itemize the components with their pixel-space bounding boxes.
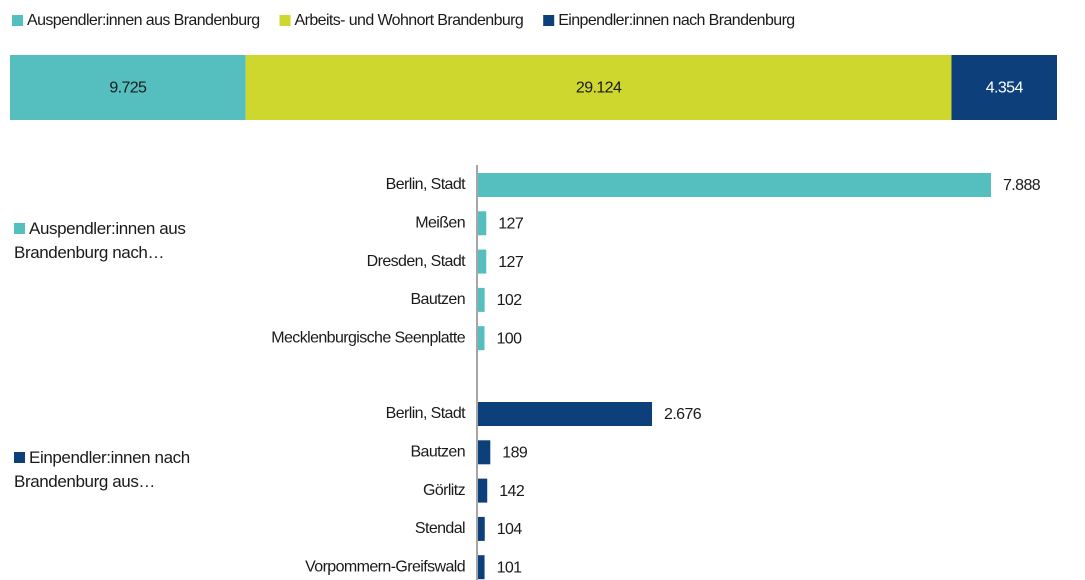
value-label: 9.725 [109,80,147,97]
category-label: Stendal [415,520,465,537]
category-label: Dresden, Stadt [367,253,466,270]
category-label: Mecklenburgische Seenplatte [271,329,465,346]
value-label: 102 [497,292,523,309]
legend-swatch [279,15,291,26]
legend-swatch [12,15,23,26]
category-label: Görlitz [423,482,466,499]
group-text: Auspendler:innen aus Brandenburg nach… [14,219,186,262]
bar [478,173,991,197]
value-label: 29.124 [576,80,622,97]
bar [478,211,487,236]
legend-swatch [543,15,555,26]
bar [478,516,485,541]
value-label: 100 [497,330,523,347]
group-label: Auspendler:innen aus Brandenburg nach… [14,217,209,265]
category-label: Meißen [415,215,465,232]
group-label: Einpendler:innen nach Brandenburg aus… [14,446,209,494]
legend-label: Arbeits- und Wohnort Brandenburg [295,12,524,29]
category-label: Berlin, Stadt [386,176,467,193]
value-label: 4.354 [986,80,1024,97]
legend-label: Einpendler:innen nach Brandenburg [558,12,794,29]
bar-segment [951,55,1057,120]
group-text: Einpendler:innen nach Brandenburg aus… [14,448,190,491]
category-label: Berlin, Stadt [386,405,467,422]
category-label: Bautzen [410,291,465,308]
legend-label: Auspendler:innen aus Brandenburg [27,12,260,29]
bar [478,555,485,580]
category-label: Bautzen [410,444,465,461]
value-label: 142 [499,483,525,500]
value-label: 127 [498,254,524,271]
bar [478,478,488,503]
value-label: 127 [498,216,524,233]
bar [478,402,653,426]
bar [478,249,487,274]
category-label: Vorpommern-Greifswald [305,558,465,575]
group-swatch [14,223,25,234]
bar [478,287,485,312]
group-swatch [14,452,25,463]
bar-segment [10,55,246,120]
value-label: 7.888 [1003,177,1041,194]
value-label: 2.676 [664,406,702,423]
value-label: 104 [497,521,523,538]
bar [478,440,491,465]
bar [478,326,485,351]
value-label: 101 [497,559,523,576]
bar-segment [245,55,952,120]
value-label: 189 [502,445,528,462]
